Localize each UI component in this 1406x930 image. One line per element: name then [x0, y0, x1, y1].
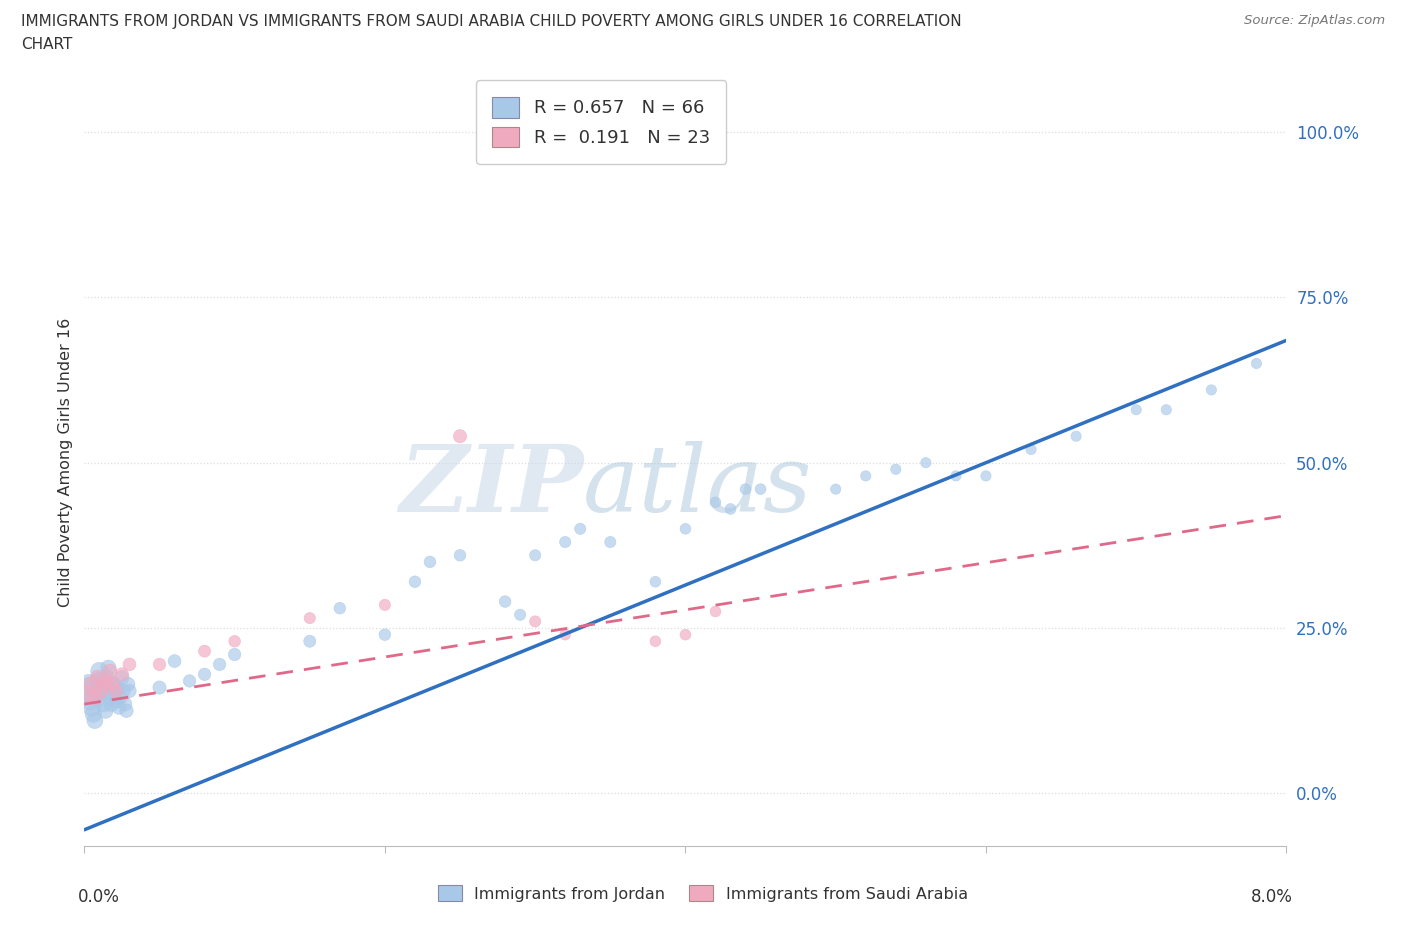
- Point: [449, 429, 471, 444]
- Point: [734, 482, 756, 497]
- Point: [104, 684, 127, 698]
- Point: [111, 667, 134, 682]
- Point: [117, 677, 139, 692]
- Point: [915, 456, 938, 471]
- Point: [80, 700, 103, 715]
- Point: [148, 680, 170, 695]
- Point: [91, 680, 114, 695]
- Point: [94, 703, 117, 718]
- Point: [704, 495, 727, 510]
- Point: [76, 684, 98, 698]
- Point: [298, 611, 321, 626]
- Point: [97, 660, 120, 675]
- Point: [87, 671, 110, 685]
- Point: [945, 469, 967, 484]
- Point: [675, 522, 697, 537]
- Point: [644, 575, 666, 590]
- Point: [974, 469, 997, 484]
- Point: [89, 664, 111, 679]
- Text: IMMIGRANTS FROM JORDAN VS IMMIGRANTS FROM SAUDI ARABIA CHILD POVERTY AMONG GIRLS: IMMIGRANTS FROM JORDAN VS IMMIGRANTS FRO…: [21, 14, 962, 29]
- Point: [1156, 403, 1178, 418]
- Point: [163, 654, 186, 669]
- Point: [419, 554, 441, 569]
- Point: [98, 690, 121, 705]
- Point: [77, 686, 100, 701]
- Point: [96, 671, 118, 685]
- Point: [1064, 429, 1087, 444]
- Point: [298, 634, 321, 649]
- Point: [494, 594, 516, 609]
- Point: [83, 690, 105, 705]
- Point: [87, 690, 110, 705]
- Point: [224, 634, 246, 649]
- Point: [524, 548, 547, 563]
- Point: [644, 634, 666, 649]
- Point: [101, 677, 124, 692]
- Point: [118, 684, 141, 698]
- Text: Source: ZipAtlas.com: Source: ZipAtlas.com: [1244, 14, 1385, 27]
- Point: [749, 482, 772, 497]
- Point: [1246, 356, 1268, 371]
- Point: [83, 713, 105, 728]
- Point: [98, 664, 121, 679]
- Point: [374, 597, 396, 612]
- Point: [104, 694, 127, 709]
- Point: [329, 601, 352, 616]
- Point: [1125, 403, 1147, 418]
- Point: [554, 627, 576, 642]
- Point: [114, 697, 136, 711]
- Point: [108, 700, 131, 715]
- Text: CHART: CHART: [21, 37, 73, 52]
- Legend: R = 0.657   N = 66, R =  0.191   N = 23: R = 0.657 N = 66, R = 0.191 N = 23: [477, 80, 727, 164]
- Point: [599, 535, 621, 550]
- Point: [107, 680, 129, 695]
- Point: [111, 671, 134, 685]
- Text: 0.0%: 0.0%: [79, 888, 121, 907]
- Point: [1201, 382, 1223, 397]
- Point: [112, 684, 135, 698]
- Point: [449, 548, 471, 563]
- Point: [179, 673, 201, 688]
- Point: [100, 697, 122, 711]
- Point: [704, 604, 727, 619]
- Legend: Immigrants from Jordan, Immigrants from Saudi Arabia: Immigrants from Jordan, Immigrants from …: [432, 879, 974, 908]
- Point: [93, 677, 115, 692]
- Point: [208, 657, 231, 671]
- Point: [720, 501, 742, 516]
- Point: [93, 697, 115, 711]
- Point: [404, 575, 426, 590]
- Point: [194, 644, 217, 658]
- Point: [824, 482, 846, 497]
- Point: [103, 686, 125, 701]
- Point: [675, 627, 697, 642]
- Point: [80, 677, 103, 692]
- Point: [554, 535, 576, 550]
- Point: [101, 677, 124, 692]
- Point: [77, 677, 100, 692]
- Point: [374, 627, 396, 642]
- Point: [110, 690, 132, 705]
- Y-axis label: Child Poverty Among Girls Under 16: Child Poverty Among Girls Under 16: [58, 318, 73, 607]
- Point: [509, 607, 531, 622]
- Point: [224, 647, 246, 662]
- Point: [115, 703, 138, 718]
- Text: ZIP: ZIP: [399, 441, 583, 531]
- Point: [118, 657, 141, 671]
- Point: [855, 469, 877, 484]
- Point: [96, 684, 118, 698]
- Point: [96, 673, 118, 688]
- Point: [148, 657, 170, 671]
- Point: [86, 686, 108, 701]
- Point: [569, 522, 592, 537]
- Text: 8.0%: 8.0%: [1250, 888, 1292, 907]
- Point: [884, 462, 907, 477]
- Point: [90, 684, 112, 698]
- Point: [89, 673, 111, 688]
- Point: [1019, 442, 1042, 457]
- Point: [194, 667, 217, 682]
- Point: [79, 694, 101, 709]
- Point: [82, 707, 104, 722]
- Text: atlas: atlas: [583, 441, 813, 531]
- Point: [524, 614, 547, 629]
